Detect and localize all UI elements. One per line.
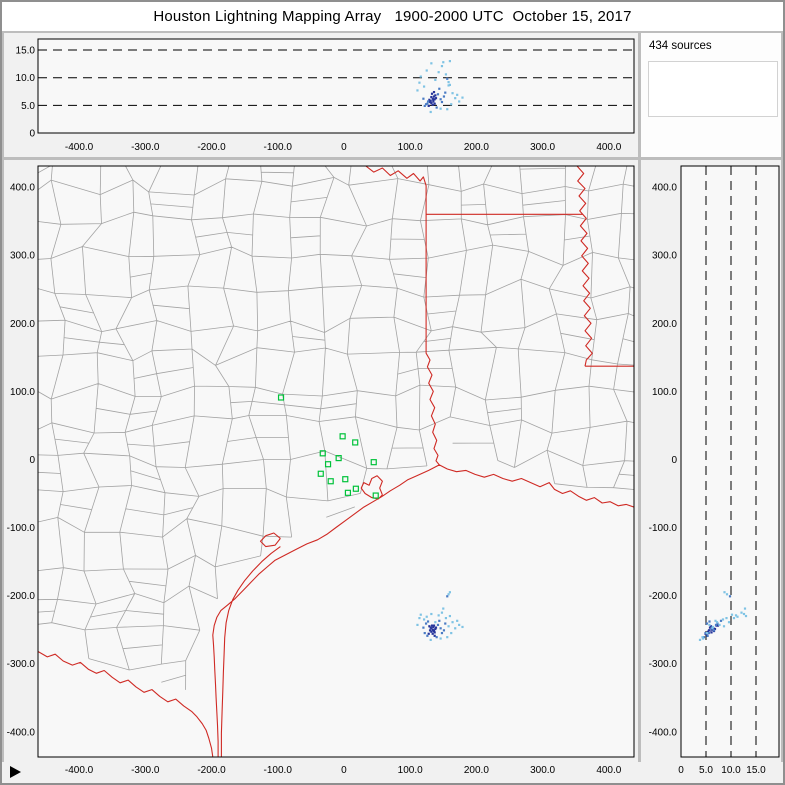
tick-label: 400.0 [596,142,621,153]
tick-label: -100.0 [263,765,292,776]
lma-station-marker [370,459,377,466]
tick-label: -400.0 [65,142,94,153]
tick-label: -200.0 [197,765,226,776]
tick-label: 300.0 [530,142,555,153]
tick-label: 0 [29,455,35,466]
tick-label: 200.0 [652,319,677,330]
tick-label: -200.0 [7,591,36,602]
tick-label: 100.0 [397,765,423,776]
tick-label: -400.0 [649,727,678,738]
corner-marker-icon [10,766,21,778]
tick-label: -300.0 [649,659,678,670]
tick-label: -200.0 [197,142,226,153]
tick-label: 100.0 [398,142,423,153]
lma-station-marker [327,478,334,485]
ew-altitude-plot[interactable]: 15.0 10.0 5.0 0 -400.0 -300.0 -200.0 -100.0 0 100… [4,33,638,157]
tick-label: -300.0 [131,142,160,153]
map-panel[interactable]: 400.0 300.0 200.0 100.0 0 -100.0 -200.0 -300.0 -… [4,160,638,762]
sources-layer-map [416,591,464,641]
ns-altitude-panel[interactable]: 400.0 300.0 200.0 100.0 0 -100.0 -200.0 -300.0 -… [641,160,781,762]
tick-label: -400.0 [7,727,36,738]
lma-station-marker [344,489,352,496]
lma-station-marker [352,485,359,492]
tick-label: 300.0 [10,251,35,262]
bottom-axis-strip: -400.0 -300.0 -200.0 -100.0 0 100.0 200.0 300.0… [2,762,783,783]
ns-altitude-plot[interactable]: 400.0 300.0 200.0 100.0 0 -100.0 -200.0 -300.0 -… [641,160,781,762]
tick-label: 0 [678,765,684,776]
county-lines-layer [38,166,634,690]
tick-label: -300.0 [7,659,36,670]
tick-label: -200.0 [649,591,678,602]
plot-frame [680,165,780,758]
lma-station-marker [324,461,332,468]
tick-label: -300.0 [131,765,160,776]
tick-label: 300.0 [530,765,556,776]
tick-label: 5.0 [699,765,713,776]
stations-layer [277,394,379,499]
lma-station-marker [335,454,342,462]
tick-label: 0 [29,129,35,140]
tick-label: 400.0 [596,765,622,776]
altitude-histogram-placeholder [648,61,778,117]
tick-label: -100.0 [264,142,293,153]
tick-label: 15.0 [746,765,766,776]
sources-layer-ew [416,60,464,114]
tick-label: -100.0 [649,523,678,534]
source-count-label: 434 sources [649,40,712,52]
lma-station-marker [317,470,324,477]
lma-station-marker [372,492,379,499]
map-plot[interactable]: 400.0 300.0 200.0 100.0 0 -100.0 -200.0 -300.0 -… [4,160,638,762]
tick-label: 10.0 [721,765,741,776]
tick-label: 10.0 [16,73,36,84]
ew-altitude-panel[interactable]: 15.0 10.0 5.0 0 -400.0 -300.0 -200.0 -100.0 0 100… [4,33,638,157]
tick-label: 0 [341,765,347,776]
tick-label: 5.0 [21,101,35,112]
source-count-panel: 434 sources [641,33,781,157]
plot-frame [37,165,635,758]
tick-label: -100.0 [7,523,36,534]
lma-station-marker [342,476,349,483]
sources-layer-ns [698,591,748,641]
tick-label: 15.0 [16,46,36,57]
lma-station-marker [339,433,346,440]
plot-frame [37,38,635,134]
tick-label: 200.0 [463,765,489,776]
tick-label: 100.0 [10,387,35,398]
tick-label: 200.0 [464,142,489,153]
tick-label: 300.0 [652,251,677,262]
lma-station-marker [277,394,285,401]
tick-label: 0 [671,455,677,466]
tick-label: 0 [341,142,347,153]
tick-label: -400.0 [64,765,94,776]
tick-label: 400.0 [652,183,677,194]
lma-station-marker [319,450,326,457]
page-title: Houston Lightning Mapping Array 1900-200… [2,2,783,31]
tick-label: 400.0 [10,183,35,194]
lma-station-marker [352,439,359,446]
tick-label: 200.0 [10,319,35,330]
state-border-layer [38,166,634,757]
tick-label: 100.0 [652,387,677,398]
